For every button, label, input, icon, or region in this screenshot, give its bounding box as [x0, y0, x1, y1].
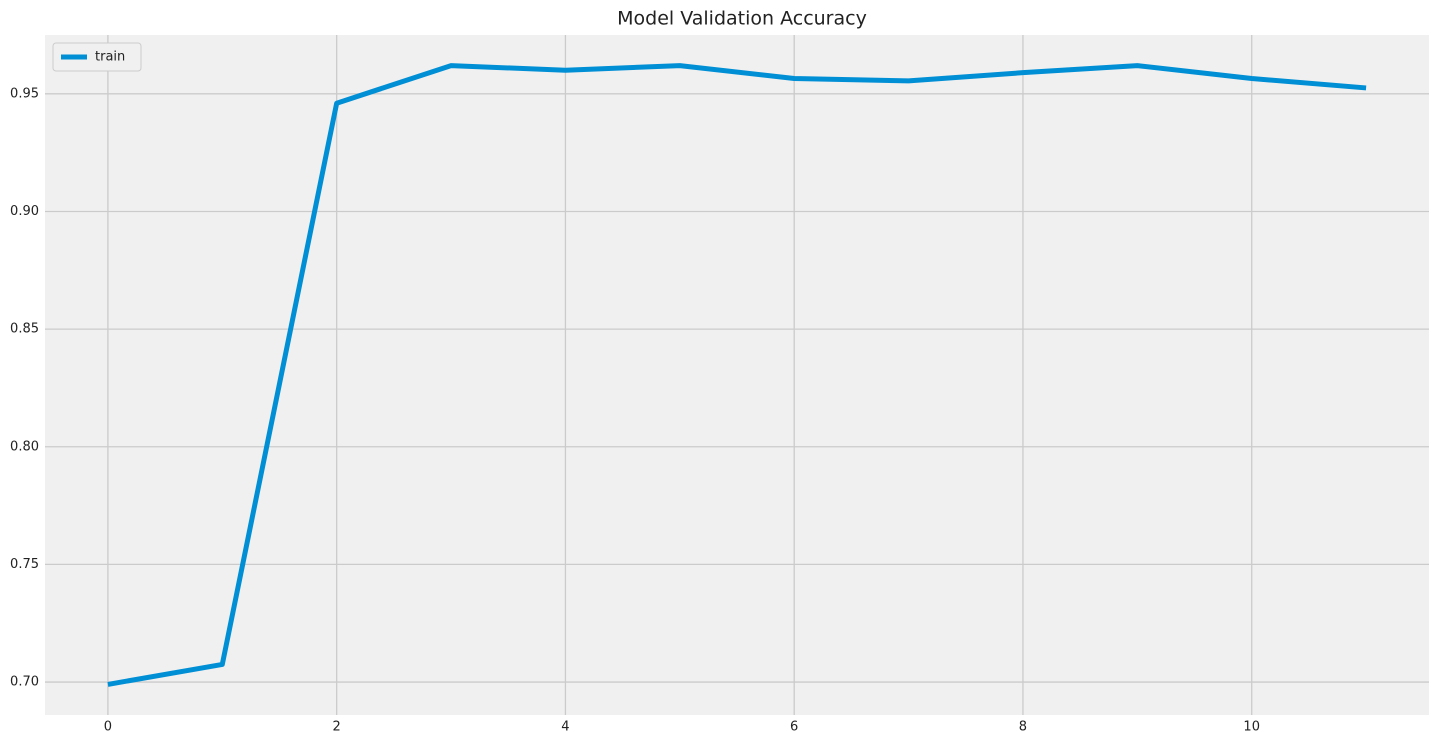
x-tick-label: 10: [1243, 720, 1260, 732]
y-tick-label: 0.80: [10, 439, 39, 454]
y-tick-label: 0.90: [10, 204, 39, 219]
legend-box: [52, 42, 142, 72]
x-tick-label: 2: [333, 720, 341, 732]
x-tick-label: 6: [790, 720, 798, 732]
line-series: [107, 63, 1367, 687]
chart-title: Model Validation Accuracy: [617, 8, 867, 30]
x-tick-label: 0: [104, 720, 112, 732]
y-tick-label: 0.70: [10, 675, 39, 690]
x-tick-label: 4: [561, 720, 569, 732]
y-tick-label: 0.75: [10, 557, 39, 572]
plot-area: [45, 35, 1429, 715]
x-tick-label: 8: [1019, 720, 1027, 732]
y-tick-label: 0.85: [10, 322, 39, 337]
legend-label: train: [95, 50, 125, 65]
y-tick-label: 0.95: [10, 86, 39, 101]
